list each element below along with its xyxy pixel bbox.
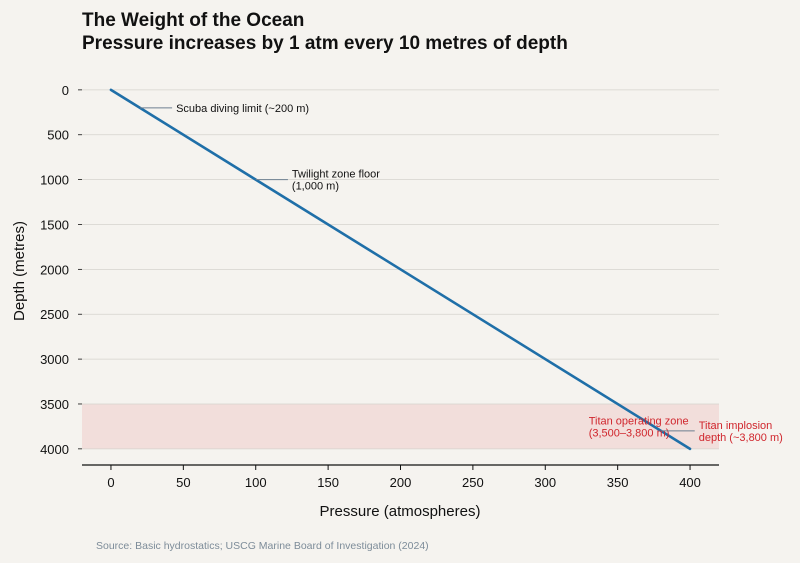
annotation-text: Scuba diving limit (~200 m) (176, 103, 309, 115)
y-tick-label: 0 (62, 83, 69, 98)
y-tick-label: 500 (47, 128, 69, 143)
y-tick-label: 3500 (40, 397, 69, 412)
x-tick-label: 100 (245, 475, 267, 490)
x-tick-label: 0 (107, 475, 114, 490)
y-tick-label: 3000 (40, 352, 69, 367)
chart-subtitle: Pressure increases by 1 atm every 10 met… (82, 33, 568, 54)
x-tick-label: 200 (390, 475, 412, 490)
x-tick-label: 250 (462, 475, 484, 490)
annotation-text: Twilight zone floor (292, 169, 380, 181)
x-tick-label: 150 (317, 475, 339, 490)
annotation-text: Titan operating zone (589, 415, 689, 427)
annotation-text: (1,000 m) (292, 181, 339, 193)
plot-area: 0 500 1000 1500 2000 2500 3000 3500 4000 0 50 100 15… (40, 83, 783, 490)
titan-zone-band (82, 403, 719, 449)
chart-title: The Weight of the Ocean (82, 10, 304, 31)
y-tick-label: 1500 (40, 217, 69, 232)
y-tick-label: 4000 (40, 442, 69, 457)
annotation-text: Titan implosion (699, 420, 773, 432)
x-tick-label: 300 (534, 475, 556, 490)
source-note: Source: Basic hydrostatics; USCG Marine … (96, 540, 429, 552)
y-tick-label: 2000 (40, 262, 69, 277)
x-tick-label: 400 (679, 475, 701, 490)
y-tick-label: 1000 (40, 173, 69, 188)
x-axis-label: Pressure (atmospheres) (320, 503, 481, 520)
x-tick-label: 350 (607, 475, 629, 490)
annotation-text: (3,500–3,800 m) (589, 427, 670, 439)
x-tick-label: 50 (176, 475, 190, 490)
annotation-text: depth (~3,800 m) (699, 432, 783, 444)
y-tick-label: 2500 (40, 307, 69, 322)
pressure-depth-line (109, 88, 692, 451)
y-axis-label: Depth (metres) (11, 221, 28, 321)
